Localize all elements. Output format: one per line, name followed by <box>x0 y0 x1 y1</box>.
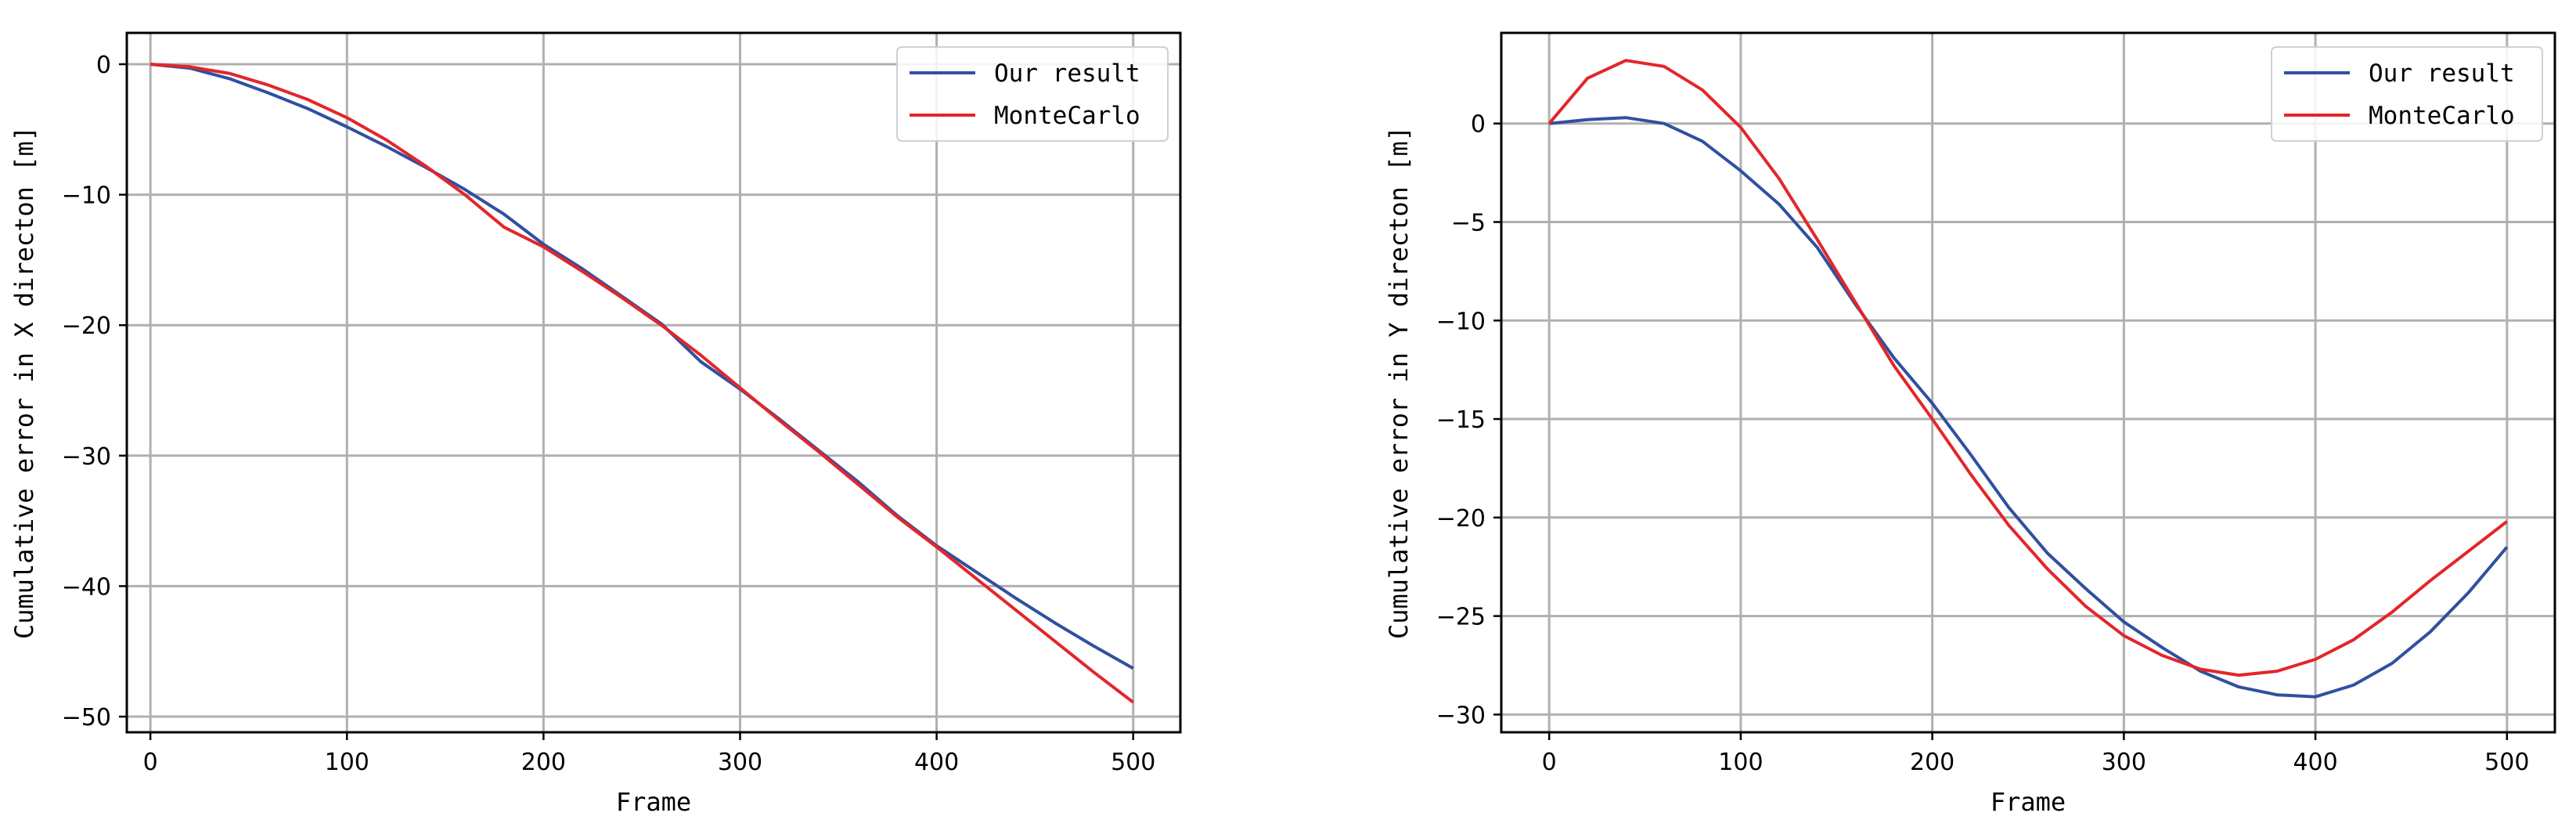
legend-box <box>896 46 1169 142</box>
y-tick-label: −40 <box>62 573 111 601</box>
legend-box <box>2271 46 2543 142</box>
y-tick-label: −25 <box>1436 604 1486 631</box>
x-tick-label: 500 <box>1111 749 1155 776</box>
x-axis-label: Frame <box>1991 787 2066 817</box>
axes-frame <box>1500 31 2556 734</box>
chart-panel-1: 0 100 200 300 400 500 0 −10 −20 −30 −40 −50 Frame Cum… <box>9 31 1182 817</box>
x-tick-label: 300 <box>718 749 762 776</box>
x-tick-label: 100 <box>325 749 369 776</box>
y-tick-label: −5 <box>1451 209 1486 237</box>
series-line-montecarlo <box>150 63 1134 704</box>
series-line-montecarlo <box>1547 59 2509 677</box>
y-tick-label: −15 <box>1436 406 1486 434</box>
y-axis-label: Cumulative error in Y directon [m] <box>1384 126 1414 639</box>
y-tick-label: 0 <box>96 52 111 79</box>
y-tick-label: −10 <box>62 182 111 210</box>
y-tick-label: 0 <box>1471 111 1486 139</box>
legend: Our result MonteCarlo <box>896 46 1169 142</box>
x-tick-label: 200 <box>1910 749 1955 776</box>
x-axis-label: Frame <box>616 787 691 817</box>
series-line-our-result <box>150 63 1134 670</box>
x-tick-label: 500 <box>2484 749 2529 776</box>
x-tick-label: 100 <box>1718 749 1763 776</box>
axes-frame <box>125 31 1182 734</box>
y-tick-label: −30 <box>62 443 111 471</box>
x-tick-label: 400 <box>914 749 959 776</box>
chart-panel-2: 0 100 200 300 400 500 0 −5 −10 −15 −20 −25 −30 Frame C… <box>1384 31 2556 817</box>
y-tick-label: −30 <box>1436 702 1486 729</box>
y-tick-label: −10 <box>1436 308 1486 335</box>
y-tick-label: −20 <box>1436 505 1486 533</box>
y-tick-label: −50 <box>62 704 111 731</box>
y-axis-label: Cumulative error in X directon [m] <box>9 126 39 639</box>
legend-entry-label: MonteCarlo <box>994 102 1140 130</box>
legend: Our result MonteCarlo <box>2271 46 2543 142</box>
x-tick-label: 200 <box>521 749 566 776</box>
series-line-our-result <box>1548 116 2509 699</box>
x-tick-label: 400 <box>2293 749 2337 776</box>
x-tick-label: 0 <box>1542 749 1557 776</box>
legend-entry-label: Our result <box>994 60 1140 88</box>
legend-entry-label: Our result <box>2369 60 2515 88</box>
x-tick-label: 0 <box>143 749 158 776</box>
legend-entry-label: MonteCarlo <box>2369 102 2515 130</box>
x-tick-label: 300 <box>2102 749 2146 776</box>
y-tick-label: −20 <box>62 312 111 340</box>
